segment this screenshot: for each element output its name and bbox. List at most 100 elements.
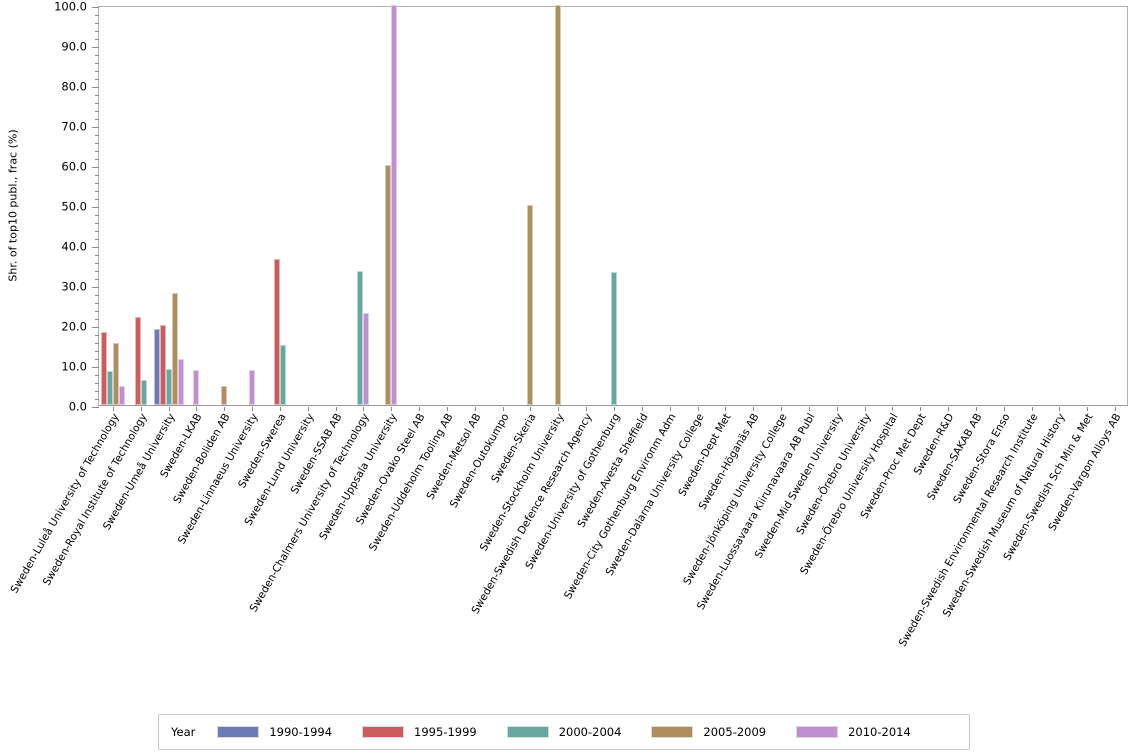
y-tick-label: 0.0 xyxy=(68,399,87,414)
legend-label: 2010-2014 xyxy=(848,725,911,739)
x-tick-mark xyxy=(112,407,114,411)
bar[interactable] xyxy=(391,5,398,405)
legend-swatch xyxy=(796,726,839,738)
y-tick-minor xyxy=(95,79,99,80)
x-tick-mark xyxy=(224,407,226,411)
bar[interactable] xyxy=(106,371,113,405)
plot-area: 0.0 10.0 20.0 30.0 40.0 50.0 60.0 70.0 80.0 90.0 1… xyxy=(54,1,1128,412)
bar-series-container xyxy=(99,5,1127,405)
legend-title: Year xyxy=(171,725,196,739)
y-tick-mark xyxy=(92,47,99,48)
y-tick-minor xyxy=(95,135,99,136)
legend-item[interactable]: 2005-2009 xyxy=(651,725,766,739)
legend-label: 1995-1999 xyxy=(414,725,477,739)
legend-item[interactable]: 2000-2004 xyxy=(506,725,622,739)
y-tick-minor xyxy=(95,303,99,304)
y-tick-label: 80.0 xyxy=(61,79,87,94)
y-tick-mark xyxy=(92,247,99,248)
legend-label: 1990-1994 xyxy=(269,725,333,739)
y-tick-minor xyxy=(95,239,99,240)
chart-legend: Year 1990-1994 1995-1999 2000-2004 2005-200… xyxy=(158,714,970,750)
legend-swatch xyxy=(651,726,694,738)
y-tick-label: 90.0 xyxy=(61,39,87,54)
bar[interactable] xyxy=(279,345,286,405)
bar[interactable] xyxy=(249,369,256,405)
y-tick-minor xyxy=(95,215,99,216)
y-tick-minor xyxy=(95,271,99,272)
y-tick-label: 10.0 xyxy=(61,359,87,374)
bar[interactable] xyxy=(140,379,147,405)
y-tick-label: 50.0 xyxy=(61,199,87,214)
bar[interactable] xyxy=(193,369,200,405)
y-tick-minor xyxy=(95,175,99,176)
y-tick-minor xyxy=(95,311,99,312)
y-tick-mark xyxy=(92,327,99,328)
legend-item[interactable]: 1990-1994 xyxy=(217,725,332,739)
y-tick-label: 60.0 xyxy=(61,159,87,174)
x-tick-mark xyxy=(697,407,699,411)
y-tick-minor xyxy=(95,295,99,296)
bar[interactable] xyxy=(221,385,228,405)
legend-item[interactable]: 1995-1999 xyxy=(362,725,477,739)
x-tick-mark xyxy=(140,407,142,411)
y-tick-minor xyxy=(95,359,99,360)
bar[interactable] xyxy=(527,205,534,405)
y-tick-minor xyxy=(95,391,99,392)
bar[interactable] xyxy=(159,325,166,405)
y-tick-label: 70.0 xyxy=(61,119,87,134)
y-tick-mark xyxy=(92,367,99,368)
x-tick-mark xyxy=(892,407,894,411)
bar[interactable] xyxy=(134,316,141,405)
x-tick-mark xyxy=(808,407,810,411)
y-tick-mark xyxy=(92,7,99,8)
x-tick-mark xyxy=(279,407,281,411)
legend-swatch xyxy=(506,726,549,738)
legend-label: 2005-2009 xyxy=(703,725,767,739)
y-tick-minor xyxy=(95,191,99,192)
bar[interactable] xyxy=(273,259,280,405)
legend-item[interactable]: 2010-2014 xyxy=(796,725,911,739)
x-tick-mark xyxy=(975,407,977,411)
y-tick-mark xyxy=(92,167,99,168)
y-tick-minor xyxy=(95,31,99,32)
bar[interactable] xyxy=(153,329,160,405)
bar[interactable] xyxy=(171,293,178,405)
y-tick-minor xyxy=(95,279,99,280)
y-tick-minor xyxy=(95,351,99,352)
y-tick-minor xyxy=(95,103,99,104)
bar[interactable] xyxy=(385,165,392,405)
x-tick-mark xyxy=(586,407,588,411)
y-tick-minor xyxy=(95,111,99,112)
x-tick-mark xyxy=(669,407,671,411)
legend-items: 1990-1994 1995-1999 2000-2004 2005-2009 2010… xyxy=(217,725,940,739)
y-tick-minor xyxy=(95,151,99,152)
legend-label: 2000-2004 xyxy=(558,725,622,739)
x-tick-mark xyxy=(558,407,560,411)
y-tick-mark xyxy=(92,207,99,208)
x-tick-mark xyxy=(391,407,393,411)
bar[interactable] xyxy=(611,271,617,405)
x-tick-mark xyxy=(419,407,421,411)
x-tick-mark xyxy=(307,407,309,411)
x-tick-mark xyxy=(502,407,504,411)
bar[interactable] xyxy=(363,313,370,405)
x-tick-mark xyxy=(335,407,337,411)
bar[interactable] xyxy=(555,5,562,405)
legend-swatch xyxy=(362,726,405,738)
x-tick-mark xyxy=(530,407,532,411)
y-tick-minor xyxy=(95,399,99,400)
bar[interactable] xyxy=(165,369,172,405)
bar[interactable] xyxy=(100,331,107,405)
x-tick-mark xyxy=(836,407,838,411)
y-tick-minor xyxy=(95,263,99,264)
bar[interactable] xyxy=(177,359,184,405)
y-tick-minor xyxy=(95,319,99,320)
x-tick-mark xyxy=(1031,407,1033,411)
bar[interactable] xyxy=(112,343,119,405)
x-tick-mark xyxy=(168,407,170,411)
bar[interactable] xyxy=(357,271,364,405)
x-tick-mark xyxy=(474,407,476,411)
x-tick-mark xyxy=(753,407,755,411)
bar[interactable] xyxy=(118,385,125,405)
y-tick-minor xyxy=(95,375,99,376)
